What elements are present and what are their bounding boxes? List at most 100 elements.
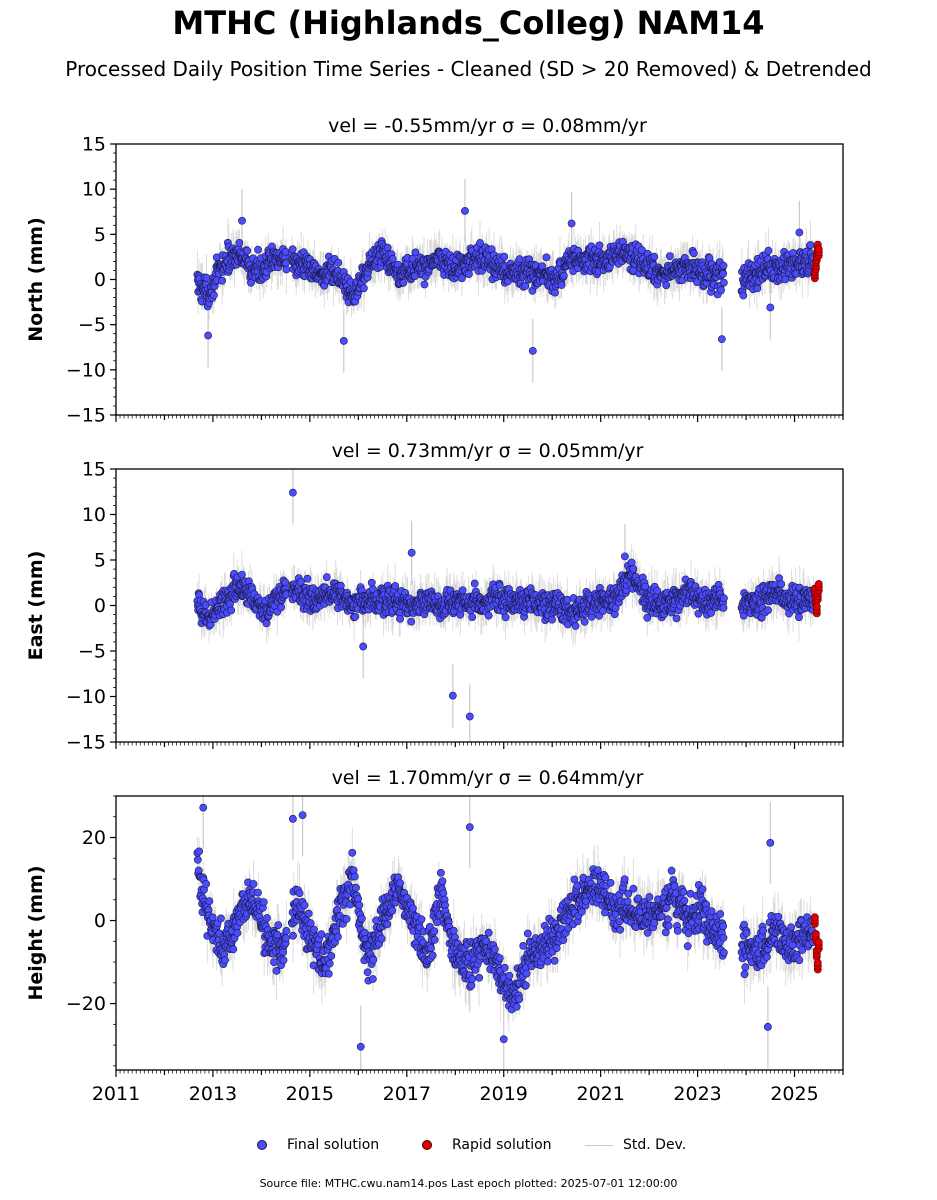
final-solution-point bbox=[359, 284, 368, 293]
y-tick-label: −5 bbox=[78, 314, 106, 336]
final-solution-point bbox=[495, 581, 504, 590]
final-solution-point bbox=[567, 219, 576, 228]
final-solution-point bbox=[666, 252, 674, 260]
final-solution-point bbox=[627, 558, 636, 567]
final-solution-point bbox=[204, 331, 212, 340]
y-tick-label: −5 bbox=[78, 641, 106, 663]
rapid-solution-point bbox=[814, 245, 823, 254]
final-solution-point bbox=[288, 245, 297, 254]
plot-area-east bbox=[193, 469, 823, 742]
final-solution-point bbox=[465, 712, 474, 721]
final-solution-point bbox=[672, 614, 681, 623]
figure-subtitle: Processed Daily Position Time Series - C… bbox=[65, 57, 872, 81]
y-tick-label: −15 bbox=[66, 732, 106, 754]
y-axis-label-north: North (mm) bbox=[25, 217, 47, 342]
final-solution-point bbox=[391, 582, 400, 590]
final-solution-point bbox=[334, 258, 343, 267]
y-tick-label: 10 bbox=[82, 504, 106, 526]
final-solution-point bbox=[420, 280, 429, 289]
final-solution-point bbox=[408, 254, 417, 263]
rapid-solution-point bbox=[814, 580, 823, 588]
final-solution-point bbox=[595, 611, 603, 620]
final-solution-point bbox=[359, 642, 368, 651]
final-solution-point bbox=[643, 613, 652, 622]
final-solution-point bbox=[461, 206, 469, 215]
final-solution-point bbox=[227, 606, 236, 615]
final-solution-point bbox=[739, 291, 748, 300]
final-solution-point bbox=[653, 586, 662, 595]
final-points-east bbox=[193, 488, 818, 721]
final-solution-point bbox=[764, 246, 773, 255]
final-solution-point bbox=[235, 238, 244, 247]
final-solution-point bbox=[458, 586, 467, 595]
final-solution-point bbox=[806, 241, 815, 249]
y-tick-label: −10 bbox=[66, 359, 106, 381]
final-solution-point bbox=[559, 271, 568, 280]
y-axis-label-east: East (mm) bbox=[25, 551, 47, 661]
final-solution-point bbox=[262, 619, 271, 628]
final-solution-point bbox=[501, 613, 510, 622]
plot-area-north bbox=[193, 179, 823, 383]
final-solution-point bbox=[795, 228, 804, 237]
final-solution-point bbox=[254, 245, 262, 254]
final-solution-point bbox=[303, 574, 312, 583]
final-solution-point bbox=[237, 570, 246, 579]
panel-east: −15 −10 −5 0 5 10 15 vel = 0.73mm/yr σ = 0.05mm… bbox=[25, 440, 844, 754]
final-solution-point bbox=[484, 611, 493, 620]
final-solution-point bbox=[351, 612, 360, 621]
final-solution-point bbox=[388, 255, 397, 263]
plot-area-height bbox=[193, 796, 823, 1070]
final-solution-point bbox=[571, 622, 580, 630]
y-tick-label: 0 bbox=[94, 595, 106, 617]
final-solution-point bbox=[720, 594, 728, 603]
final-solution-point bbox=[296, 578, 305, 586]
final-solution-point bbox=[202, 273, 211, 282]
final-solution-point bbox=[777, 580, 786, 588]
final-solution-point bbox=[720, 278, 728, 287]
rapid-points-east bbox=[810, 580, 823, 618]
final-solution-point bbox=[689, 249, 698, 258]
final-solution-point bbox=[218, 276, 226, 285]
final-solution-point bbox=[238, 216, 246, 225]
final-solution-point bbox=[243, 246, 252, 255]
final-solution-point bbox=[719, 261, 728, 270]
final-solution-point bbox=[407, 617, 416, 626]
final-solution-point bbox=[470, 579, 479, 588]
final-solution-point bbox=[282, 265, 291, 274]
final-solution-point bbox=[629, 565, 638, 573]
final-solution-point bbox=[209, 291, 218, 300]
final-solution-point bbox=[693, 278, 701, 286]
final-solution-point bbox=[528, 346, 537, 355]
final-solution-point bbox=[500, 252, 509, 261]
final-solution-point bbox=[753, 284, 762, 293]
final-solution-point bbox=[717, 286, 725, 295]
final-solution-point bbox=[281, 578, 290, 587]
final-solution-point bbox=[557, 281, 566, 289]
final-solution-point bbox=[468, 613, 477, 621]
final-solution-point bbox=[766, 303, 775, 312]
rapid-solution-point bbox=[812, 602, 821, 611]
final-solution-point bbox=[662, 281, 671, 290]
final-solution-point bbox=[277, 603, 285, 612]
final-solution-point bbox=[580, 617, 589, 626]
final-solution-point bbox=[595, 241, 604, 250]
final-solution-point bbox=[407, 548, 416, 557]
final-solution-point bbox=[621, 552, 629, 561]
final-solution-point bbox=[719, 269, 727, 278]
y-tick-label: 5 bbox=[94, 550, 106, 572]
final-solution-point bbox=[399, 278, 408, 287]
final-solution-point bbox=[339, 337, 348, 345]
final-solution-point bbox=[707, 609, 715, 617]
y-tick-label: 15 bbox=[82, 459, 106, 481]
final-solution-point bbox=[367, 578, 376, 587]
final-solution-point bbox=[464, 270, 473, 278]
final-solution-point bbox=[289, 488, 297, 497]
final-solution-point bbox=[411, 248, 420, 257]
final-solution-point bbox=[542, 253, 551, 262]
y-tick-label: −15 bbox=[66, 405, 106, 427]
final-solution-point bbox=[764, 606, 772, 615]
y-tick-label: 10 bbox=[82, 179, 106, 201]
panel-north: −15 −10 −5 0 5 10 15 vel = -0.55mm/yr σ = 0.08m… bbox=[25, 115, 844, 427]
